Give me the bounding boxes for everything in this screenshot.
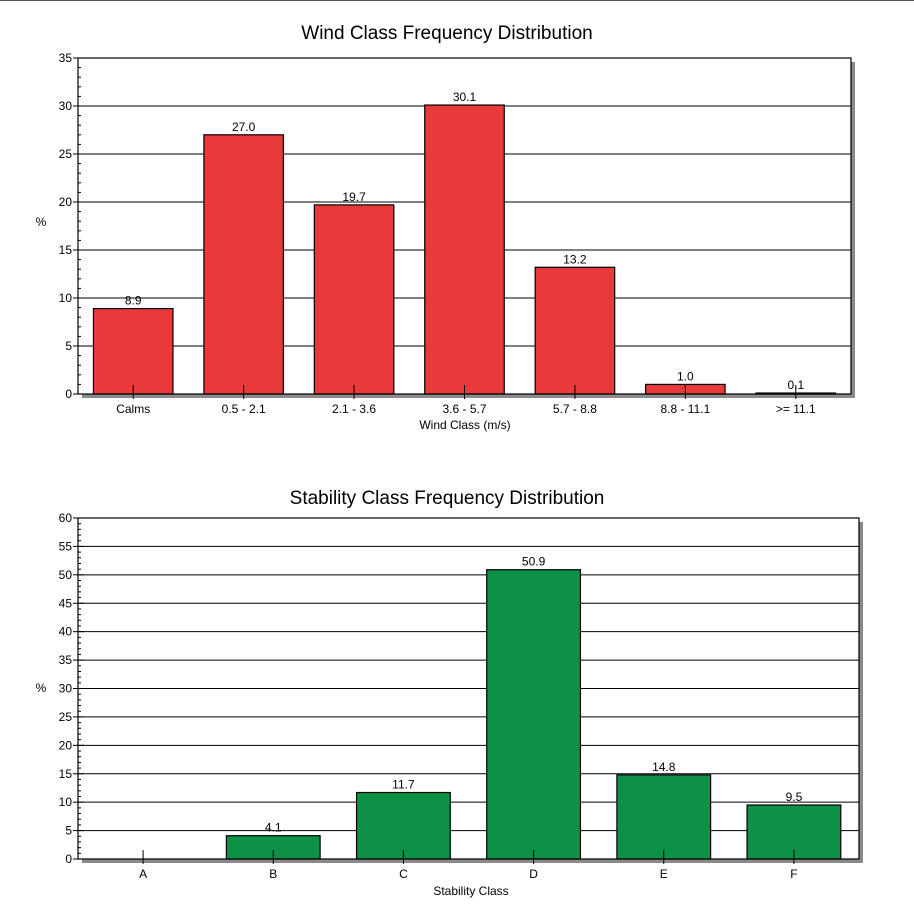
bar-3 (424, 104, 505, 395)
data-label: 4.1 (265, 821, 282, 835)
bar-3 (486, 569, 582, 860)
data-label: 30.1 (453, 90, 477, 104)
data-label: 11.7 (392, 778, 415, 792)
data-label: 19.7 (342, 190, 366, 204)
y-tick-label: 0 (65, 387, 72, 401)
bar-2 (355, 791, 451, 860)
x-tick-label: >= 11.1 (776, 402, 816, 416)
y-tick-label: 60 (59, 511, 73, 525)
data-label: 14.8 (652, 760, 676, 774)
x-tick-label: 3.6 - 5.7 (442, 402, 486, 416)
y-tick-label: 40 (59, 625, 73, 639)
chart-title: Wind Class Frequency Distribution (301, 23, 592, 44)
x-tick-label: D (529, 867, 538, 881)
y-tick-label: 20 (59, 195, 73, 209)
x-tick-label: C (399, 867, 408, 881)
y-tick-label: 35 (59, 51, 73, 65)
data-label: 0.1 (787, 378, 804, 392)
y-tick-label: 45 (59, 596, 73, 610)
bar-4 (616, 774, 712, 860)
plot-shadow-bottom (82, 859, 863, 863)
x-tick-label: E (660, 867, 668, 881)
data-label: 13.2 (563, 252, 587, 266)
x-tick-label: Calms (116, 402, 150, 416)
x-tick-label: 2.1 - 3.6 (332, 402, 376, 416)
plot-shadow-bottom (82, 394, 855, 398)
bar-2 (313, 204, 395, 395)
data-label: 1.0 (677, 369, 694, 383)
y-tick-label: 30 (59, 99, 73, 113)
bar-0 (92, 307, 174, 395)
y-tick-label: 5 (65, 339, 72, 353)
plot-shadow-right (859, 522, 863, 863)
x-tick-label: 0.5 - 2.1 (222, 402, 266, 416)
y-tick-label: 10 (59, 291, 73, 305)
y-tick-label: 30 (59, 682, 73, 696)
y-tick-label: 5 (65, 824, 72, 838)
wind-class-chart: Wind Class Frequency Distribution % Wind… (36, 23, 855, 432)
chart-title: Stability Class Frequency Distribution (290, 488, 605, 509)
bar-1 (203, 134, 284, 395)
y-tick-label: 50 (59, 568, 73, 582)
x-tick-label: B (269, 867, 277, 881)
y-tick-label: 0 (65, 852, 72, 866)
y-tick-label: 15 (59, 767, 73, 781)
y-tick-label: 25 (59, 710, 73, 724)
y-tick-label: 15 (59, 243, 73, 257)
y-tick-label: 55 (59, 539, 73, 553)
plot-shadow-right (851, 62, 855, 398)
y-tick-label: 35 (59, 653, 73, 667)
x-tick-label: 5.7 - 8.8 (553, 402, 597, 416)
x-tick-label: 8.8 - 11.1 (660, 402, 710, 416)
data-label: 8.9 (125, 294, 142, 308)
y-tick-label: 25 (59, 147, 73, 161)
y-tick-label: 20 (59, 738, 73, 752)
x-axis-label: Stability Class (433, 884, 508, 898)
y-axis-label: % (36, 681, 47, 695)
y-axis-label: % (36, 215, 47, 229)
top-rule (0, 0, 914, 1)
data-label: 50.9 (522, 555, 546, 569)
data-label: 9.5 (786, 790, 803, 804)
x-tick-label: F (790, 867, 797, 881)
y-tick-label: 10 (59, 795, 73, 809)
bar-4 (534, 266, 616, 395)
stability-class-chart: Stability Class Frequency Distribution %… (36, 488, 863, 898)
x-tick-label: A (139, 867, 147, 881)
x-axis-label: Wind Class (m/s) (419, 418, 510, 432)
data-label: 27.0 (232, 120, 256, 134)
